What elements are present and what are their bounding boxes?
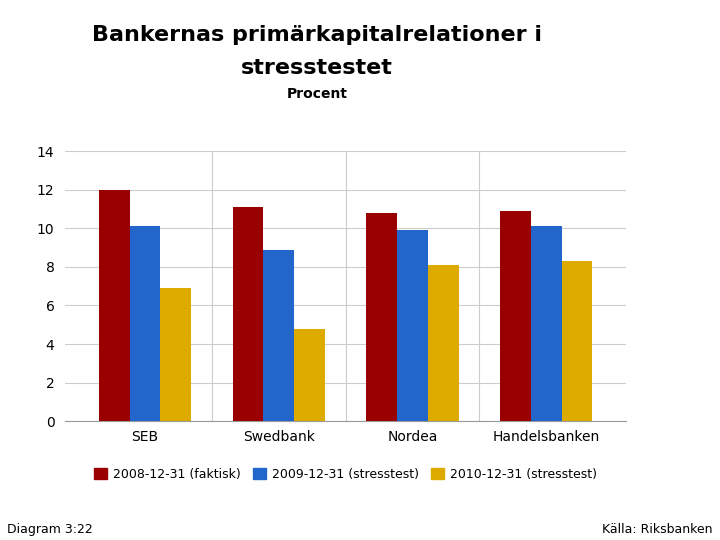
Text: stresstestet: stresstestet (241, 57, 392, 78)
Text: Diagram 3:22: Diagram 3:22 (7, 523, 93, 536)
Bar (397, 230, 428, 421)
Bar (294, 329, 325, 421)
Text: SVERIGES
RIKSBANK: SVERIGES RIKSBANK (635, 95, 679, 114)
Bar (562, 261, 593, 421)
Bar (161, 288, 192, 421)
Bar (500, 211, 531, 421)
Bar (130, 226, 161, 421)
Text: Procent: Procent (287, 87, 347, 102)
Bar (99, 190, 130, 421)
Bar (233, 207, 264, 421)
Bar (428, 265, 459, 421)
Legend: 2008-12-31 (faktisk), 2009-12-31 (stresstest), 2010-12-31 (stresstest): 2008-12-31 (faktisk), 2009-12-31 (stress… (94, 468, 597, 481)
Bar (366, 213, 397, 421)
Text: Bankernas primärkapitalrelationer i: Bankernas primärkapitalrelationer i (92, 25, 541, 45)
Bar (264, 249, 294, 421)
Text: Källa: Riksbanken: Källa: Riksbanken (603, 523, 713, 536)
Bar (531, 226, 562, 421)
